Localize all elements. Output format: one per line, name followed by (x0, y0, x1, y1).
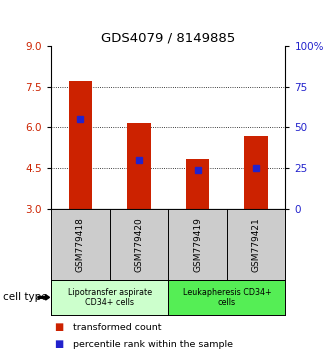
Text: GSM779419: GSM779419 (193, 217, 202, 272)
Text: ■: ■ (54, 339, 64, 349)
Bar (168, 280, 285, 315)
Text: GSM779421: GSM779421 (252, 217, 261, 272)
Title: GDS4079 / 8149885: GDS4079 / 8149885 (101, 32, 235, 45)
Text: cell type: cell type (3, 292, 48, 302)
Text: GSM779418: GSM779418 (76, 217, 85, 272)
Bar (186, 159, 209, 209)
Text: Lipotransfer aspirate
CD34+ cells: Lipotransfer aspirate CD34+ cells (68, 288, 152, 307)
Bar (51, 280, 168, 315)
Bar (245, 136, 268, 209)
Bar (127, 123, 151, 209)
Bar (69, 81, 92, 209)
Text: transformed count: transformed count (73, 323, 161, 332)
Text: GSM779420: GSM779420 (135, 217, 144, 272)
Text: percentile rank within the sample: percentile rank within the sample (73, 340, 233, 349)
Text: Leukapheresis CD34+
cells: Leukapheresis CD34+ cells (182, 288, 271, 307)
Text: ■: ■ (54, 322, 64, 332)
